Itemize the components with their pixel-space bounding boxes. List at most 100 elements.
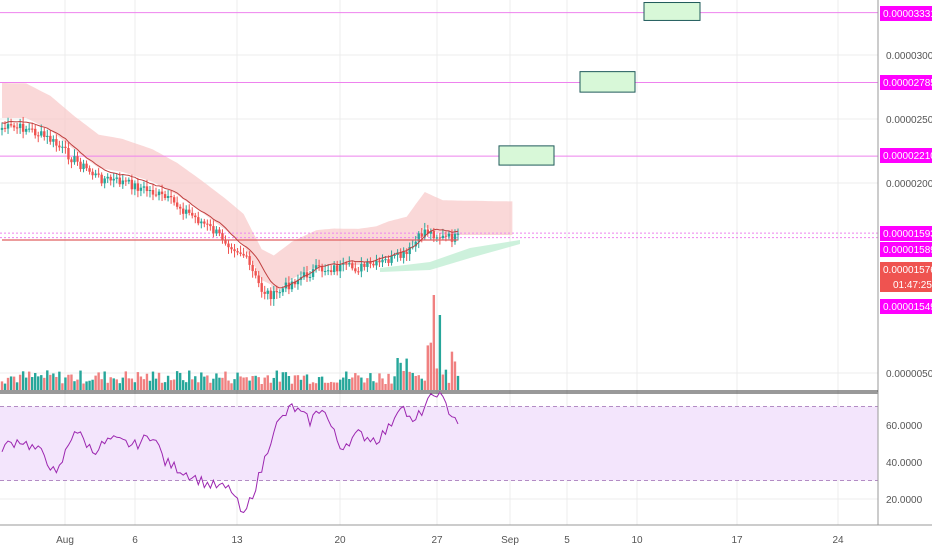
candle-body [345,263,348,265]
volume-bar [79,370,82,390]
candle-body [387,259,390,263]
candle-body [308,276,312,278]
volume-bar [224,371,227,390]
candle-body [323,270,327,272]
candle-body [408,246,411,255]
volume-bar [200,372,203,390]
candle-body [67,148,70,160]
candle-body [375,260,378,266]
candle-body [9,124,13,126]
x-tick-label: 20 [334,535,346,546]
volume-bar [360,377,363,390]
last-price-label-bg [880,262,932,292]
candle-body [169,196,173,198]
volume-bar [269,382,272,390]
volume-bar [121,377,124,390]
x-tick-label: Aug [56,535,74,546]
volume-bar [236,372,239,390]
volume-bar [212,378,215,390]
volume-bar [254,375,257,390]
candle-body [245,255,248,257]
candle-body [34,128,37,136]
x-tick-label: 5 [564,535,570,546]
volume-bar [115,379,118,390]
level-label: 0.00001589 [883,245,932,256]
volume-bar [435,368,439,390]
volume-bar [175,371,179,390]
last-price-label: 0.00001576 [883,265,932,276]
volume-bar [399,362,402,390]
candle-body [438,237,442,239]
moving-averages [1,120,459,289]
volume-bar [302,375,306,390]
candle-body [115,177,118,179]
candle-body [426,229,430,234]
volume-bar [369,373,372,390]
volume-bar [97,372,100,390]
candle-body [61,146,64,148]
volume-bar [420,378,423,390]
volume-bar [73,381,76,390]
volume-bar [284,372,288,390]
volume-bar [203,376,206,390]
candle-body [203,221,206,224]
volume-bar [3,383,7,390]
volume-bar [408,371,411,390]
candle-body [55,139,58,146]
candle-body [290,281,294,290]
volume-bar [221,377,224,390]
candle-body [76,156,79,162]
x-tick-label: 24 [832,535,844,546]
volume-bar [34,372,37,390]
candle-body [420,233,423,237]
candle-body [275,291,279,293]
volume-bar [390,383,393,390]
volume-bar [351,377,354,390]
volume-bar [67,374,70,390]
volume-bar [278,381,282,390]
volume-bar [384,383,387,390]
candle-body [317,265,321,267]
candle-body [369,262,372,264]
candle-body [332,265,336,273]
volume-bar [239,376,242,390]
candle-body [21,123,25,132]
candle-body [194,215,197,218]
volume-bar [172,379,176,390]
volume-bar [46,370,49,390]
volume-bar [393,376,396,390]
volume-bar [6,377,10,390]
candle-body [200,221,203,224]
candle-body [423,229,426,237]
volume-bar [227,380,230,390]
volume-bar [342,377,345,390]
volume-bar [112,378,115,390]
volume-bar [245,377,248,390]
candle-body [106,176,109,179]
candle-body [73,156,76,163]
volume-bar [215,373,218,390]
target-box [579,71,636,93]
candle-body [27,128,31,130]
candle-body [296,279,300,285]
volume-bar [387,373,390,390]
candle-body [212,226,215,234]
candle-body [181,208,185,214]
candle-body [381,259,384,263]
rsi-band [0,406,878,481]
level-label-bg [880,75,932,90]
volume-bar [154,378,158,390]
volume-bar [148,380,152,390]
candle-body [326,270,330,272]
candle-body [154,194,158,196]
candle-body [46,135,49,137]
candle-body [139,187,143,191]
candle-body [0,127,4,130]
candle-body [260,283,263,292]
volume-bar [191,379,194,390]
